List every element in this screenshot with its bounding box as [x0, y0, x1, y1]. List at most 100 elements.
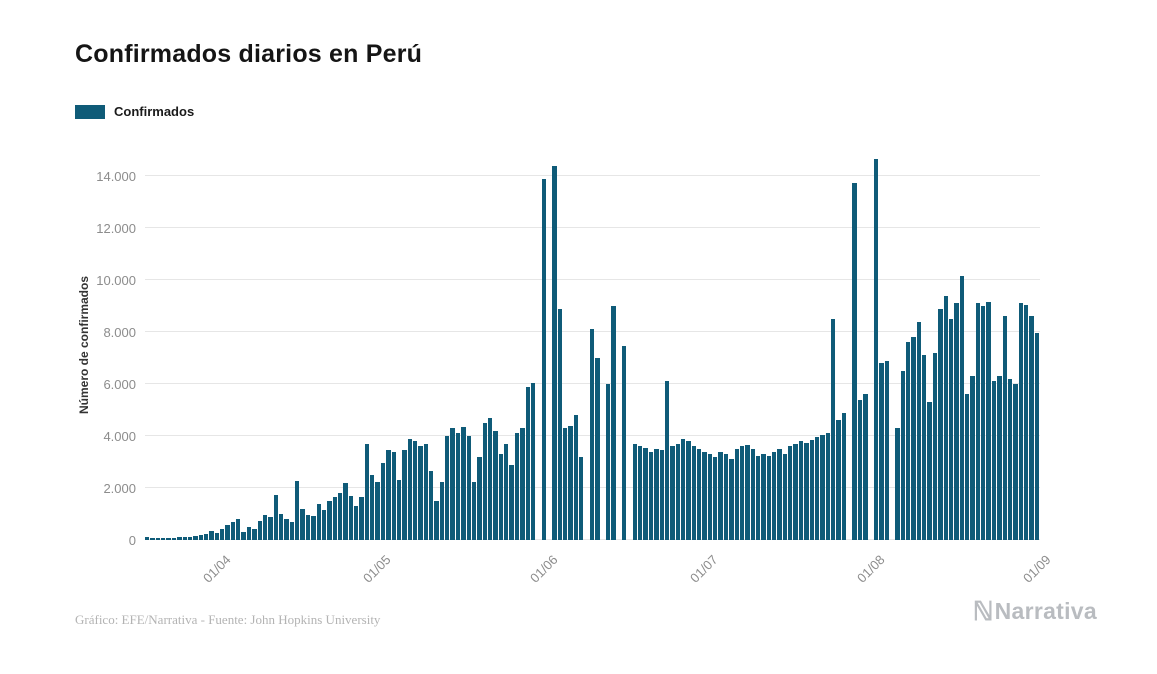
bar — [605, 384, 611, 540]
y-tick-label: 4.000 — [103, 429, 136, 444]
bar — [498, 454, 504, 540]
x-axis-tick-labels: 01/04 01/05 01/06 01/07 01/08 01/09 — [145, 540, 1054, 600]
bar — [857, 399, 863, 540]
bar — [1007, 378, 1013, 540]
bar — [879, 363, 884, 540]
bar — [155, 537, 161, 540]
bar — [530, 382, 536, 540]
page-title: Confirmados diarios en Perú — [75, 40, 423, 68]
bar — [911, 337, 916, 540]
bar — [171, 537, 177, 540]
bar — [643, 447, 648, 540]
x-tick-label: 01/07 — [687, 552, 721, 586]
bar — [509, 464, 514, 540]
bar — [391, 451, 396, 540]
bar — [927, 402, 932, 540]
bar — [654, 449, 659, 540]
bar — [375, 481, 380, 540]
bar — [686, 441, 691, 540]
bar — [412, 441, 418, 540]
bar — [504, 443, 509, 540]
bar — [198, 535, 203, 540]
bar — [1023, 304, 1029, 540]
bar — [262, 514, 268, 540]
bar — [386, 450, 391, 540]
bar — [691, 446, 697, 540]
bar — [354, 506, 359, 540]
bar — [241, 531, 246, 540]
bar — [145, 537, 150, 540]
bar — [793, 443, 798, 540]
bar — [563, 428, 568, 540]
bar — [991, 381, 997, 540]
bar — [407, 438, 412, 540]
bar — [755, 455, 761, 540]
bar — [900, 371, 906, 540]
bar — [863, 394, 868, 540]
x-tick-label: 01/09 — [1019, 552, 1054, 586]
bar — [906, 342, 911, 540]
bar — [461, 426, 466, 540]
bar — [1034, 333, 1040, 540]
bar — [236, 519, 241, 540]
bar — [932, 352, 938, 540]
bar — [948, 319, 954, 540]
bar — [364, 444, 370, 540]
bar — [745, 445, 750, 540]
bar — [836, 420, 841, 540]
bar — [729, 459, 734, 540]
bar — [922, 355, 927, 540]
bar — [466, 436, 471, 540]
bar — [718, 451, 723, 540]
source-credit: Gráfico: EFE/Narrativa - Fuente: John Ho… — [75, 612, 381, 627]
bar — [311, 516, 316, 540]
bar — [568, 425, 573, 540]
bar — [1002, 316, 1007, 540]
bar — [964, 394, 970, 540]
chart-plot-area — [145, 150, 1040, 540]
bar — [809, 439, 814, 540]
x-tick-label: 01/06 — [526, 552, 561, 586]
bar — [814, 437, 820, 540]
bar — [161, 538, 166, 540]
bar — [493, 430, 498, 540]
bar — [938, 308, 943, 540]
bar — [788, 446, 793, 540]
bar — [348, 495, 354, 540]
bar — [595, 358, 600, 540]
bar — [321, 510, 327, 540]
bar — [396, 480, 402, 540]
bar — [723, 454, 729, 540]
x-tick-label: 01/08 — [853, 552, 888, 586]
bar — [380, 463, 386, 540]
y-tick-label: 6.000 — [103, 377, 136, 392]
bar — [343, 482, 348, 540]
bar — [873, 159, 879, 540]
bar — [477, 456, 482, 540]
bar — [434, 501, 439, 540]
bar — [187, 536, 193, 540]
bar — [713, 456, 718, 540]
bar — [225, 524, 230, 540]
bar — [697, 449, 702, 540]
bar — [429, 471, 434, 540]
bar — [257, 521, 262, 540]
bar — [193, 536, 198, 540]
bar — [220, 529, 225, 540]
bar — [209, 530, 214, 540]
bar — [541, 178, 546, 540]
bar — [471, 481, 477, 540]
y-tick-label: 8.000 — [103, 325, 136, 340]
narrativa-logo-icon: ℕ — [972, 596, 994, 626]
bar — [884, 360, 889, 540]
bar — [295, 480, 300, 540]
bar — [707, 454, 713, 540]
narrativa-logo-text: Narrativa — [994, 597, 1097, 624]
y-axis-tick-labels: 0 2.000 4.000 6.000 8.000 10.000 12.000 14.000 — [0, 150, 136, 548]
bar-series-confirmados — [145, 150, 1040, 540]
bar — [402, 450, 407, 540]
bar — [246, 527, 252, 540]
bar — [230, 521, 236, 540]
bar — [954, 303, 959, 540]
